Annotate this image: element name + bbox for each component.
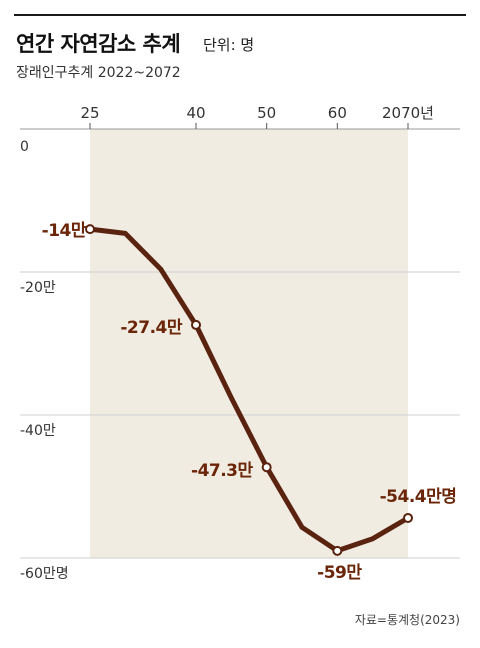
- data-point: [261, 462, 272, 473]
- y-tick-label: -60만명: [20, 566, 69, 582]
- data-label: -14만: [42, 221, 87, 241]
- data-label: -27.4만: [120, 318, 182, 338]
- x-tick-label: 40: [186, 104, 205, 122]
- x-tick-label: 50: [257, 104, 276, 122]
- series-line: [87, 226, 411, 554]
- x-tick-label: 25: [80, 104, 99, 122]
- y-tick-label: -40만: [20, 423, 56, 439]
- data-label: -47.3만: [191, 461, 253, 481]
- x-tick-label: 60: [328, 104, 347, 122]
- chart-subtitle: 장래인구추계 2022~2072: [16, 65, 181, 81]
- data-point: [403, 512, 413, 523]
- source-note: 자료=통계청(2023): [354, 613, 460, 627]
- projection-band: [90, 129, 408, 558]
- top-rule: [14, 14, 466, 16]
- data-label: -59만: [317, 563, 362, 583]
- data-point: [85, 224, 95, 235]
- unit-label: 단위: 명: [203, 36, 255, 54]
- chart-title: 연간 자연감소 추계: [16, 32, 181, 56]
- data-point: [191, 319, 201, 330]
- x-tick-label: 2070년: [382, 104, 434, 122]
- data-label: -54.4만명: [380, 487, 457, 507]
- y-tick-label: -20만: [20, 280, 56, 296]
- data-point: [332, 545, 343, 556]
- y-tick-label: 0: [20, 139, 29, 155]
